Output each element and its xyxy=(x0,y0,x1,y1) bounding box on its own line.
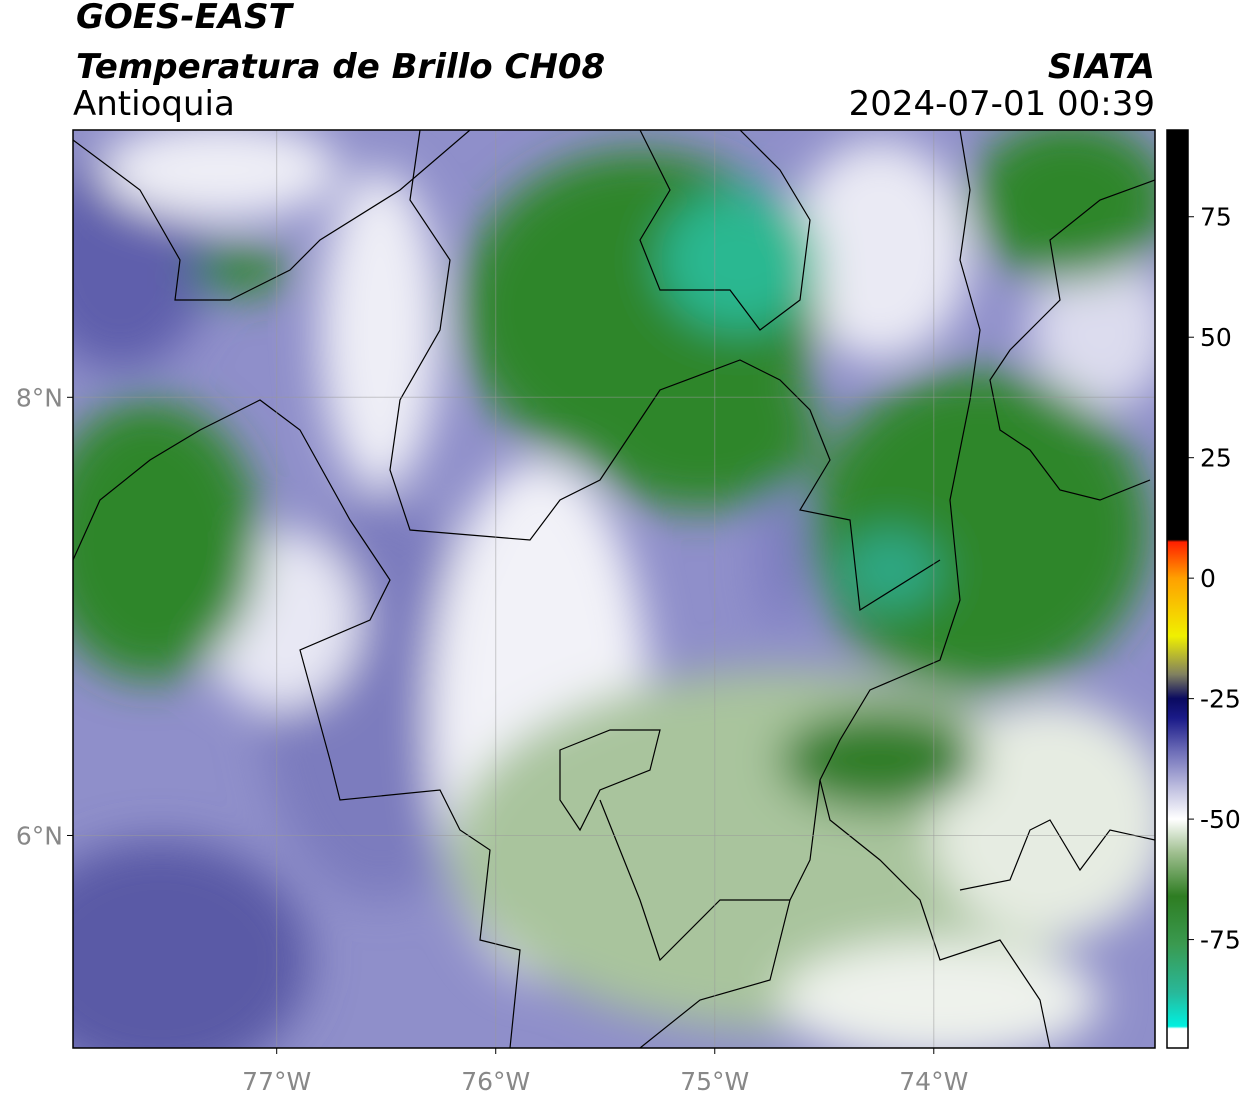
x-tick-label: 74°W xyxy=(899,1067,968,1096)
colorbar-tick-label: 0 xyxy=(1200,564,1216,593)
colorbar-tick-label: 50 xyxy=(1200,323,1232,352)
satellite-image xyxy=(73,130,1155,1048)
colorbar-tick-label: -50 xyxy=(1200,805,1241,834)
timestamp: 2024-07-01 00:39 xyxy=(849,84,1155,124)
colorbar-tick-label: 75 xyxy=(1200,203,1232,232)
map-frame xyxy=(72,129,1156,1049)
x-tick-label: 75°W xyxy=(680,1067,749,1096)
x-tick-label: 77°W xyxy=(242,1067,311,1096)
colorbar-tick-label: -75 xyxy=(1200,926,1241,955)
colorbar xyxy=(1166,129,1189,1049)
y-tick-label: 6°N xyxy=(16,821,63,850)
y-tick-label: 8°N xyxy=(16,383,63,412)
subtitle: Temperatura de Brillo CH08 xyxy=(76,47,605,87)
source: SIATA xyxy=(1048,47,1155,87)
colorbar-tick-label: -25 xyxy=(1200,685,1241,714)
title: GOES-EAST xyxy=(76,0,295,37)
colorbar-tick-label: 25 xyxy=(1200,444,1232,473)
x-tick-label: 76°W xyxy=(461,1067,530,1096)
borders xyxy=(73,130,1155,1048)
region: Antioquia xyxy=(73,84,235,124)
